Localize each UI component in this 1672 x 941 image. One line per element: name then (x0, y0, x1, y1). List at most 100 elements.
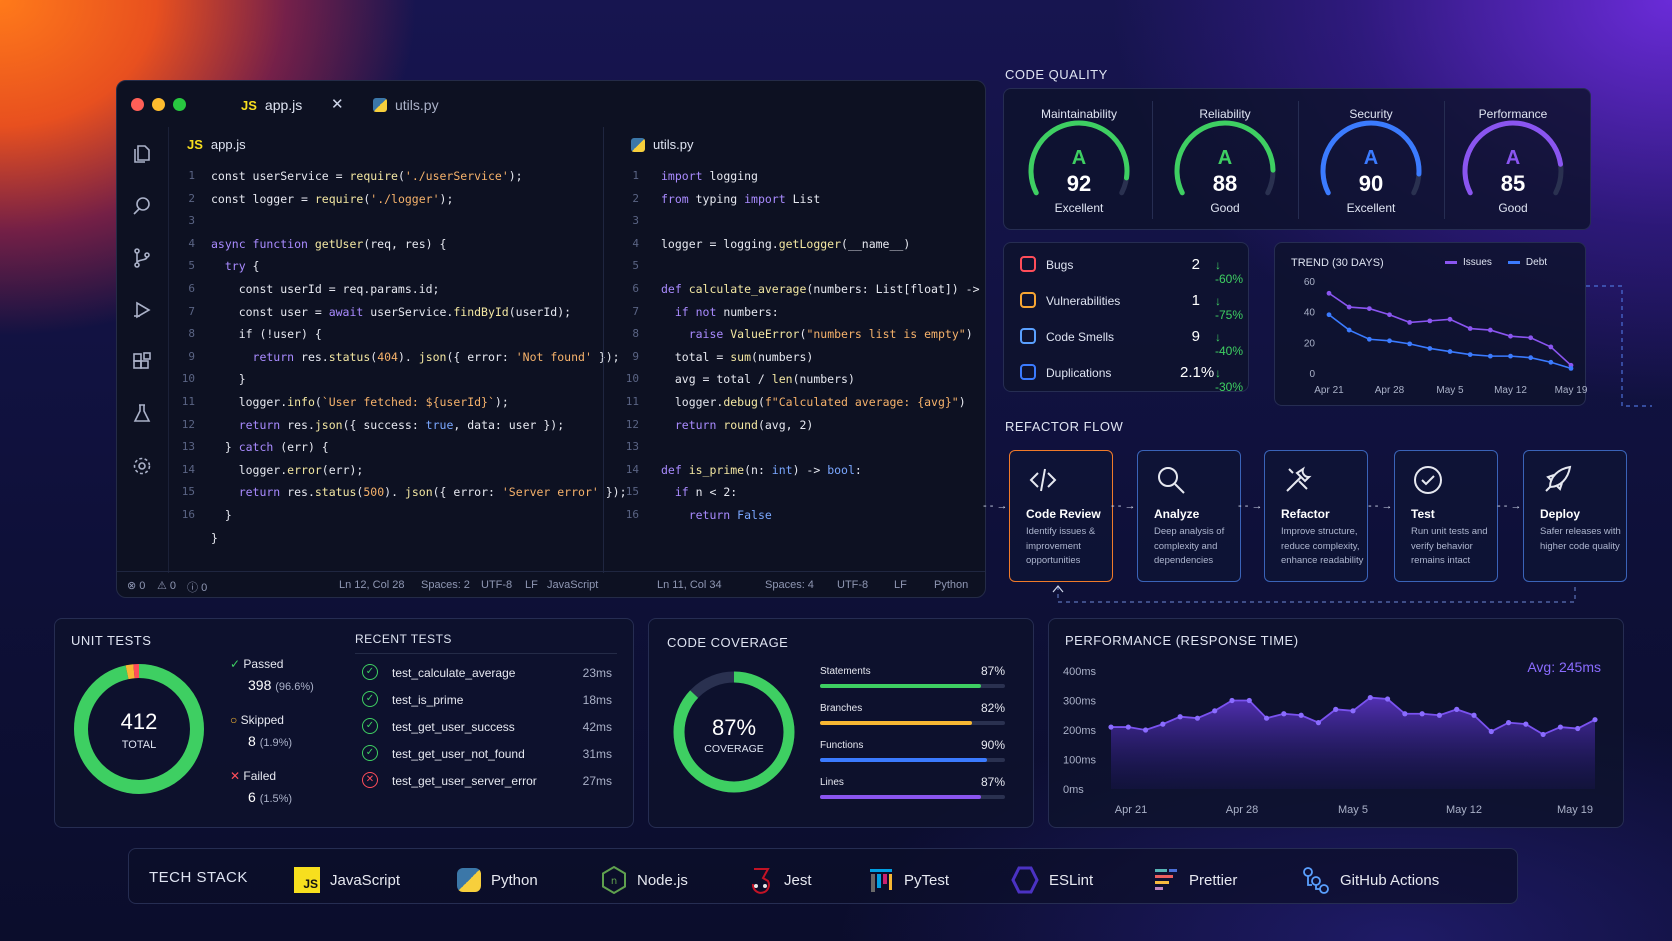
code-token: if (661, 485, 696, 500)
testing-flask-icon[interactable] (129, 401, 155, 427)
gauge-label: Maintainability (1040, 107, 1118, 121)
trend-point-debt (1487, 353, 1493, 359)
stack-item-python[interactable]: Python (457, 866, 538, 894)
recent-test-row[interactable]: ✓ test_calculate_average 23ms (362, 662, 612, 684)
tab-label: utils.py (395, 97, 439, 113)
code-token: } (211, 372, 246, 387)
legend-label-issues: Issues (1463, 257, 1492, 268)
source-control-icon[interactable] (129, 245, 155, 271)
perf-point (1575, 725, 1581, 732)
line-number: 8 (188, 327, 195, 341)
code-token: userService. (370, 304, 454, 319)
perf-point (1125, 724, 1131, 730)
gauge-grade: A (1071, 147, 1087, 169)
flow-step-analyze[interactable]: Analyze Deep analysis of complexity and d… (1137, 450, 1241, 582)
recent-test-row[interactable]: ✕ test_get_user_server_error 27ms (362, 770, 612, 792)
trend-y-tick: 20 (1304, 338, 1316, 349)
code-content-app-js[interactable]: const userService = require('./userServi… (211, 165, 627, 549)
code-line: if n < 2: (661, 481, 985, 504)
flow-step-refactor[interactable]: Refactor Improve structure, reduce comple… (1264, 450, 1368, 582)
code-token: (numbers) (792, 372, 855, 387)
tab-app-js[interactable]: JS app.js (241, 93, 302, 117)
code-token: logger = logging. (661, 236, 779, 251)
coverage-metric-name: Functions (820, 740, 864, 751)
eol-right[interactable]: LF (894, 579, 907, 591)
passed-label: ✓ Passed (230, 657, 284, 671)
code-token: await (328, 304, 371, 319)
recent-test-row[interactable]: ✓ test_get_user_not_found 31ms (362, 743, 612, 765)
stack-item-javascript[interactable]: JS JavaScript (294, 866, 400, 894)
line-number: 3 (188, 214, 195, 228)
perf-point (1488, 728, 1494, 735)
encoding-left[interactable]: UTF-8 (481, 579, 513, 591)
stack-item-pytest[interactable]: PyTest (868, 866, 949, 894)
maximize-window-button[interactable] (173, 98, 186, 111)
cursor-position-left[interactable]: Ln 12, Col 28 (339, 579, 405, 591)
perf-y-tick: 200ms (1063, 725, 1097, 737)
flow-step-test[interactable]: Test Run unit tests and verify behavior r… (1394, 450, 1498, 582)
close-window-button[interactable] (131, 98, 144, 111)
language-right[interactable]: Python (934, 579, 969, 591)
trend-point-debt (1427, 346, 1433, 351)
errors-indicator[interactable]: ⊗ 0 (127, 580, 146, 592)
issue-name: Duplications (1046, 366, 1112, 380)
stack-item-github-actions[interactable]: GitHub Actions (1302, 866, 1439, 894)
coverage-metric-name: Lines (820, 777, 844, 788)
indentation-left[interactable]: Spaces: 2 (421, 579, 470, 591)
recent-test-row[interactable]: ✓ test_get_user_success 42ms (362, 716, 612, 738)
cursor-position-right[interactable]: Ln 11, Col 34 (657, 579, 722, 591)
eol-left[interactable]: LF (525, 579, 538, 591)
code-token: ) -> (792, 462, 828, 477)
issue-row-vulnerabilities[interactable]: Vulnerabilities 1 ↓ -75% (1020, 289, 1243, 322)
python-icon (373, 98, 387, 112)
settings-gear-icon[interactable] (129, 453, 155, 479)
trend-point-debt (1387, 338, 1392, 344)
minimize-window-button[interactable] (152, 98, 165, 111)
info-indicator[interactable]: ⓘ 0 (187, 582, 208, 594)
search-icon[interactable] (129, 193, 155, 219)
stack-item-jest[interactable]: Jest (748, 866, 812, 894)
issue-row-code-smells[interactable]: Code Smells 9 ↓ -40% (1020, 325, 1243, 358)
gauge-rating: Excellent (1346, 201, 1396, 215)
extensions-icon[interactable] (129, 349, 155, 375)
line-number: 6 (188, 281, 195, 295)
coverage-fill (673, 671, 795, 793)
stack-item-prettier[interactable]: Prettier (1153, 866, 1237, 894)
code-content-utils-py[interactable]: import logging from typing import List log… (661, 165, 985, 527)
code-line (661, 210, 985, 233)
run-debug-icon[interactable] (129, 297, 155, 323)
coverage-bar-track (820, 795, 1005, 799)
line-number: 1 (632, 169, 639, 182)
test-duration: 27ms (582, 774, 612, 788)
explorer-icon[interactable] (129, 141, 155, 167)
coverage-bar-track (820, 684, 1005, 688)
code-token: ( (356, 485, 364, 500)
legend-swatch-debt (1507, 261, 1520, 264)
trend-y-tick: 40 (1304, 308, 1316, 319)
indentation-right[interactable]: Spaces: 4 (765, 579, 814, 591)
language-left[interactable]: JavaScript (547, 579, 599, 591)
stack-item-nodejs[interactable]: n Node.js (601, 866, 688, 894)
tab-utils-py[interactable]: utils.py (373, 93, 439, 117)
python-icon (457, 868, 481, 892)
coverage-row-functions: Functions 90% (820, 738, 1005, 770)
flow-step-deploy[interactable]: Deploy Safer releases with higher code qu… (1523, 450, 1627, 582)
code-token: json (314, 417, 343, 432)
issue-row-bugs[interactable]: Bugs 2 ↓ -60% (1020, 253, 1243, 286)
code-token: ) (958, 394, 966, 409)
close-tab-icon[interactable]: ✕ (331, 96, 344, 113)
total-label: TOTAL (121, 739, 157, 751)
pane-divider[interactable] (603, 127, 604, 573)
encoding-right[interactable]: UTF-8 (837, 579, 869, 591)
recent-test-row[interactable]: ✓ test_is_prime 18ms (362, 689, 612, 711)
trend-line-debt (1328, 314, 1572, 370)
warnings-indicator[interactable]: ⚠ 0 (157, 580, 177, 592)
issue-row-duplications[interactable]: Duplications 2.1% ↓ -30% (1020, 361, 1243, 394)
flow-step-description: Deep analysis of complexity and dependen… (1154, 526, 1225, 566)
flow-step-code-review[interactable]: Code Review Identify issues & improvement… (1009, 450, 1113, 582)
stack-item-eslint[interactable]: ESLint (1011, 866, 1093, 894)
gauge-fill (1462, 120, 1564, 196)
line-number: 2 (188, 191, 195, 205)
coverage-metric-value: 87% (980, 664, 1005, 678)
perf-y-tick: 300ms (1063, 696, 1097, 708)
